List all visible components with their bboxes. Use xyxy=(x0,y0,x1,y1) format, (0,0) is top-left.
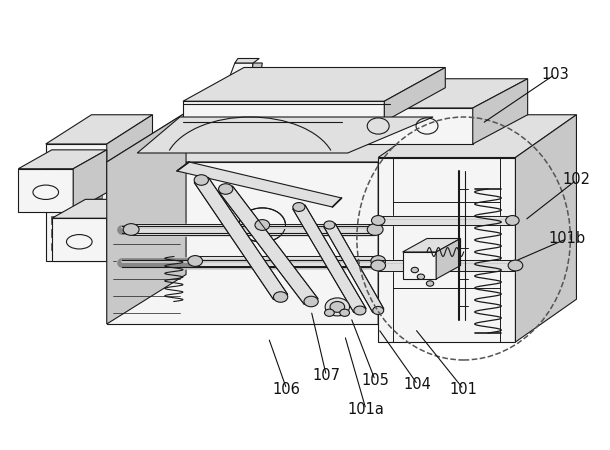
Polygon shape xyxy=(473,79,528,144)
Text: 104: 104 xyxy=(404,377,432,392)
Polygon shape xyxy=(342,108,473,144)
Circle shape xyxy=(325,298,350,316)
Circle shape xyxy=(304,296,318,307)
Polygon shape xyxy=(51,164,102,171)
Circle shape xyxy=(354,306,366,315)
Circle shape xyxy=(371,256,386,266)
Circle shape xyxy=(293,202,305,211)
Polygon shape xyxy=(247,63,262,104)
Polygon shape xyxy=(384,68,445,122)
Polygon shape xyxy=(436,238,461,279)
Circle shape xyxy=(371,260,386,271)
Circle shape xyxy=(373,306,384,315)
Polygon shape xyxy=(107,199,140,261)
Polygon shape xyxy=(18,150,107,169)
Polygon shape xyxy=(145,164,148,171)
Circle shape xyxy=(255,220,270,230)
Polygon shape xyxy=(51,151,102,158)
Circle shape xyxy=(506,216,519,225)
Text: 101: 101 xyxy=(450,382,478,397)
Polygon shape xyxy=(235,58,259,63)
Polygon shape xyxy=(183,68,445,101)
Polygon shape xyxy=(140,177,148,184)
Polygon shape xyxy=(220,63,253,104)
Polygon shape xyxy=(183,101,384,122)
Polygon shape xyxy=(378,112,458,324)
Polygon shape xyxy=(177,162,342,207)
Polygon shape xyxy=(51,230,102,237)
Circle shape xyxy=(367,224,383,235)
Polygon shape xyxy=(73,150,107,211)
Text: 106: 106 xyxy=(273,382,301,397)
Circle shape xyxy=(188,256,203,266)
Polygon shape xyxy=(148,151,150,158)
Text: 101b: 101b xyxy=(549,231,586,246)
Circle shape xyxy=(324,221,335,229)
Text: 102: 102 xyxy=(562,172,590,188)
Text: 107: 107 xyxy=(312,368,340,383)
Polygon shape xyxy=(137,117,433,153)
Text: 105: 105 xyxy=(361,373,389,388)
Circle shape xyxy=(273,292,288,302)
Polygon shape xyxy=(107,162,378,324)
Polygon shape xyxy=(120,230,148,237)
Polygon shape xyxy=(51,203,102,211)
Text: 103: 103 xyxy=(541,67,569,82)
Polygon shape xyxy=(293,205,366,312)
Polygon shape xyxy=(324,223,384,312)
Polygon shape xyxy=(51,190,102,198)
Circle shape xyxy=(508,260,523,271)
Text: 101a: 101a xyxy=(348,402,384,417)
Polygon shape xyxy=(342,79,528,108)
Polygon shape xyxy=(378,115,576,158)
Polygon shape xyxy=(135,190,148,198)
Polygon shape xyxy=(219,186,318,304)
Circle shape xyxy=(411,267,418,273)
Circle shape xyxy=(194,175,209,185)
Circle shape xyxy=(123,224,139,235)
Polygon shape xyxy=(51,177,102,184)
Polygon shape xyxy=(107,112,458,162)
Polygon shape xyxy=(107,112,186,324)
Polygon shape xyxy=(107,115,152,261)
Polygon shape xyxy=(46,115,152,144)
Polygon shape xyxy=(52,218,107,261)
Polygon shape xyxy=(51,216,102,224)
Circle shape xyxy=(218,184,233,194)
Circle shape xyxy=(330,302,345,312)
Circle shape xyxy=(371,216,385,225)
Polygon shape xyxy=(194,177,288,300)
Polygon shape xyxy=(18,169,73,212)
Polygon shape xyxy=(515,115,576,342)
Polygon shape xyxy=(46,144,107,261)
Circle shape xyxy=(426,281,434,286)
Polygon shape xyxy=(51,243,102,250)
Polygon shape xyxy=(52,199,140,218)
Circle shape xyxy=(340,309,350,316)
Polygon shape xyxy=(378,158,515,342)
Circle shape xyxy=(417,274,425,279)
Polygon shape xyxy=(114,243,148,250)
Polygon shape xyxy=(403,252,436,279)
Polygon shape xyxy=(403,238,461,252)
Polygon shape xyxy=(124,216,148,224)
Polygon shape xyxy=(129,203,148,211)
Circle shape xyxy=(325,309,334,316)
